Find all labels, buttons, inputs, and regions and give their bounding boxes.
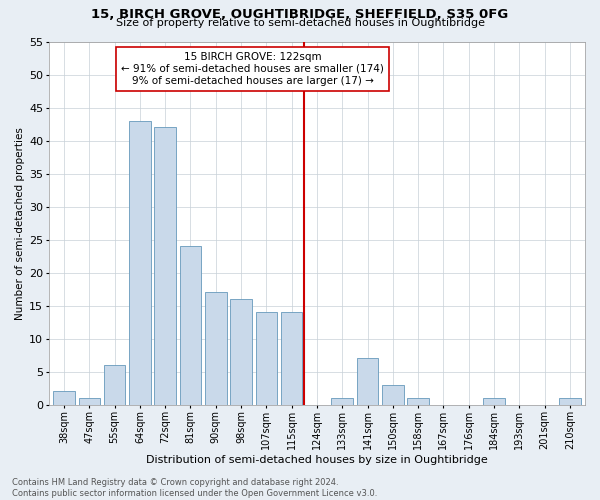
Bar [256,312,277,404]
Bar [281,312,302,404]
Bar [180,246,201,404]
Bar [53,392,75,404]
Bar [230,299,252,405]
Bar [483,398,505,404]
Bar [129,120,151,405]
Bar [357,358,378,405]
Bar [205,292,227,405]
Bar [154,128,176,404]
Bar [559,398,581,404]
Bar [382,385,404,404]
Text: Contains HM Land Registry data © Crown copyright and database right 2024.
Contai: Contains HM Land Registry data © Crown c… [12,478,377,498]
Text: 15 BIRCH GROVE: 122sqm
← 91% of semi-detached houses are smaller (174)
9% of sem: 15 BIRCH GROVE: 122sqm ← 91% of semi-det… [121,52,384,86]
Text: Size of property relative to semi-detached houses in Oughtibridge: Size of property relative to semi-detach… [115,18,485,28]
Text: 15, BIRCH GROVE, OUGHTIBRIDGE, SHEFFIELD, S35 0FG: 15, BIRCH GROVE, OUGHTIBRIDGE, SHEFFIELD… [91,8,509,20]
Bar [79,398,100,404]
Bar [407,398,429,404]
Bar [104,365,125,405]
Bar [331,398,353,404]
X-axis label: Distribution of semi-detached houses by size in Oughtibridge: Distribution of semi-detached houses by … [146,455,488,465]
Y-axis label: Number of semi-detached properties: Number of semi-detached properties [15,126,25,320]
